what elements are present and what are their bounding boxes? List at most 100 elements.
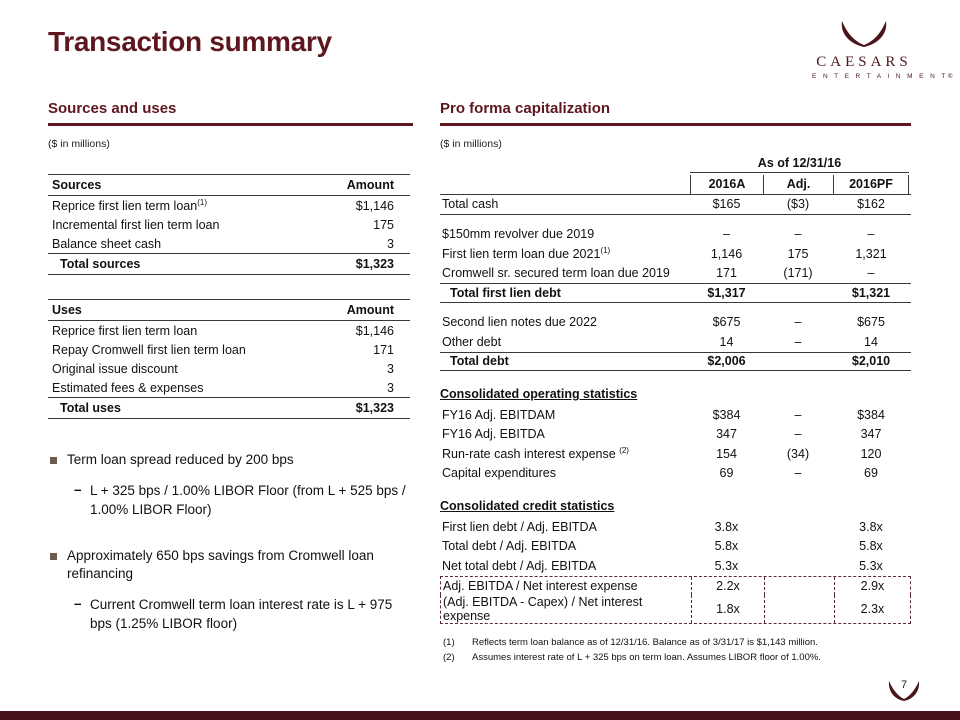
span-header-spacer	[440, 156, 690, 173]
table-row: Capital expenditures 69 – 69	[440, 464, 911, 484]
laurel-wreath-icon	[841, 21, 887, 47]
bullet-item: Approximately 650 bps savings from Cromw…	[48, 547, 413, 583]
cell-value: 154	[716, 446, 737, 461]
row-label: Estimated fees & expenses	[52, 380, 204, 395]
table-row: Adj. EBITDA / Net interest expense 2.2x 2.…	[440, 575, 911, 595]
row-label: Capital expenditures	[442, 466, 556, 481]
row-amount: $1,146	[355, 198, 394, 213]
cell-value: $384	[857, 407, 885, 422]
table-row: FY16 Adj. EBITDAM $384 – $384	[440, 405, 911, 425]
superscript-note: (1)	[197, 197, 207, 207]
row-amount: 175	[373, 217, 394, 232]
sources-table: Sources Amount Reprice first lien term l…	[48, 174, 410, 275]
row-amount: 3	[387, 236, 394, 251]
row-amount: 3	[387, 380, 394, 395]
cell-value	[764, 576, 834, 595]
capitalization-section: Pro forma capitalization ($ in millions)…	[440, 100, 911, 665]
sources-and-uses-section: Sources and uses ($ in millions) Sources…	[48, 100, 413, 665]
row-label: Total debt / Adj. EBITDA	[442, 539, 577, 554]
row-label: FY16 Adj. EBITDAM	[442, 407, 556, 422]
cell-value: –	[867, 266, 875, 281]
row-label: Total cash	[442, 197, 499, 212]
row-label: Second lien notes due 2022	[442, 315, 597, 330]
cell-value: 120	[860, 446, 882, 461]
table-row: $150mm revolver due 2019 – – –	[440, 225, 911, 245]
cell-value: –	[794, 227, 802, 242]
uses-header-amount: Amount	[346, 303, 394, 317]
row-label: (Adj. EBITDA - Capex) / Net interest exp…	[443, 595, 643, 623]
row-label: Other debt	[442, 334, 502, 349]
cell-value: 14	[719, 334, 734, 349]
sub-bullet-item: – L + 325 bps / 1.00% LIBOR Floor (from L…	[74, 482, 413, 520]
as-of-date-header: As of 12/31/16	[690, 156, 909, 173]
row-amount: 3	[387, 361, 394, 376]
cell-value: 69	[864, 466, 878, 481]
cell-value: 5.3x	[859, 558, 883, 573]
cell-value: 2.2x	[691, 576, 764, 595]
page-footer: 7	[886, 672, 922, 704]
cell-value: 171	[716, 266, 737, 281]
table-row: First lien term loan due 2021(1) 1,146 175…	[440, 244, 911, 264]
sources-table-header: Sources Amount	[48, 174, 410, 196]
row-label: $150mm revolver due 2019	[442, 227, 595, 242]
cell-value: 5.8x	[859, 539, 883, 554]
uses-table-header: Uses Amount	[48, 299, 410, 321]
footnote-number: (2)	[443, 651, 455, 663]
table-row: Total debt / Adj. EBITDA 5.8x 5.8x	[440, 537, 911, 557]
column-header-spacer	[440, 175, 690, 194]
cell-value: 3.8x	[714, 519, 739, 534]
section-heading-text: Consolidated operating statistics	[440, 387, 638, 401]
sub-bullet-text: L + 325 bps / 1.00% LIBOR Floor (from L …	[90, 483, 406, 518]
table-row: Original issue discount 3	[48, 359, 410, 378]
row-label: Total debt	[450, 354, 509, 369]
cell-value: $162	[857, 197, 885, 212]
bottom-accent-bar	[0, 711, 960, 720]
cell-value: $1,317	[707, 285, 746, 300]
table-row: Cromwell sr. secured term loan due 2019 1…	[440, 264, 911, 284]
cell-value: $165	[712, 197, 741, 212]
cell-value: 5.3x	[714, 558, 739, 573]
table-row: (Adj. EBITDA - Capex) / Net interest exp…	[440, 595, 911, 624]
uses-header-label: Uses	[52, 303, 82, 317]
cell-value: –	[794, 315, 802, 330]
superscript-note: (1)	[600, 245, 611, 255]
cell-value: 1,321	[855, 246, 887, 261]
section-title-sources-uses: Sources and uses	[48, 100, 413, 126]
table-row: Reprice first lien term loan(1) $1,146	[48, 196, 410, 215]
footnote-text: Assumes interest rate of L + 325 bps on …	[472, 651, 821, 663]
bullet-item: Term loan spread reduced by 200 bps	[48, 451, 413, 469]
cell-value: ($3)	[786, 197, 810, 212]
cell-value: 1,146	[710, 246, 743, 261]
table-row: First lien debt / Adj. EBITDA 3.8x 3.8x	[440, 517, 911, 537]
row-label: Total first lien debt	[450, 285, 561, 300]
row-label: Reprice first lien term loan(1)	[52, 197, 207, 213]
cell-value: 5.8x	[714, 539, 739, 554]
row-label: Run-rate cash interest expense (2)	[442, 445, 629, 461]
column-header-adj: Adj.	[763, 175, 833, 194]
cell-value: –	[794, 334, 802, 349]
table-row: Total cash $165 ($3) $162	[440, 195, 911, 215]
section-title-capitalization: Pro forma capitalization	[440, 100, 911, 126]
square-bullet-icon	[50, 457, 57, 464]
table-row: Run-rate cash interest expense (2) 154 (34…	[440, 444, 911, 464]
capitalization-table-body: Total cash $165 ($3) $162 $150mm revolver du…	[440, 195, 911, 624]
cell-value: 14	[864, 334, 878, 349]
row-label: Reprice first lien term loan	[52, 323, 198, 338]
sub-bullet-item: – Current Cromwell term loan interest rat…	[74, 596, 413, 634]
cell-value: 2.3x	[834, 595, 910, 623]
row-amount: $1,146	[355, 323, 394, 338]
units-note-left: ($ in millions)	[48, 138, 110, 150]
table-row: Balance sheet cash 3	[48, 234, 410, 253]
cell-value: $1,321	[851, 285, 891, 300]
column-header-2016a: 2016A	[690, 175, 763, 194]
sources-total-label: Total sources	[60, 257, 141, 271]
uses-total-amount: $1,323	[355, 401, 394, 415]
footnote-text: Reflects term loan balance as of 12/31/1…	[472, 637, 818, 648]
cell-value	[764, 595, 834, 623]
column-header-2016pf: 2016PF	[833, 175, 909, 194]
row-label: Adj. EBITDA / Net interest expense	[443, 578, 638, 593]
table-row: Second lien notes due 2022 $675 – $675	[440, 313, 911, 333]
uses-total-row: Total uses $1,323	[48, 397, 410, 419]
footnote: (2) Assumes interest rate of L + 325 bps …	[440, 651, 911, 666]
table-row-spacer	[440, 483, 911, 493]
